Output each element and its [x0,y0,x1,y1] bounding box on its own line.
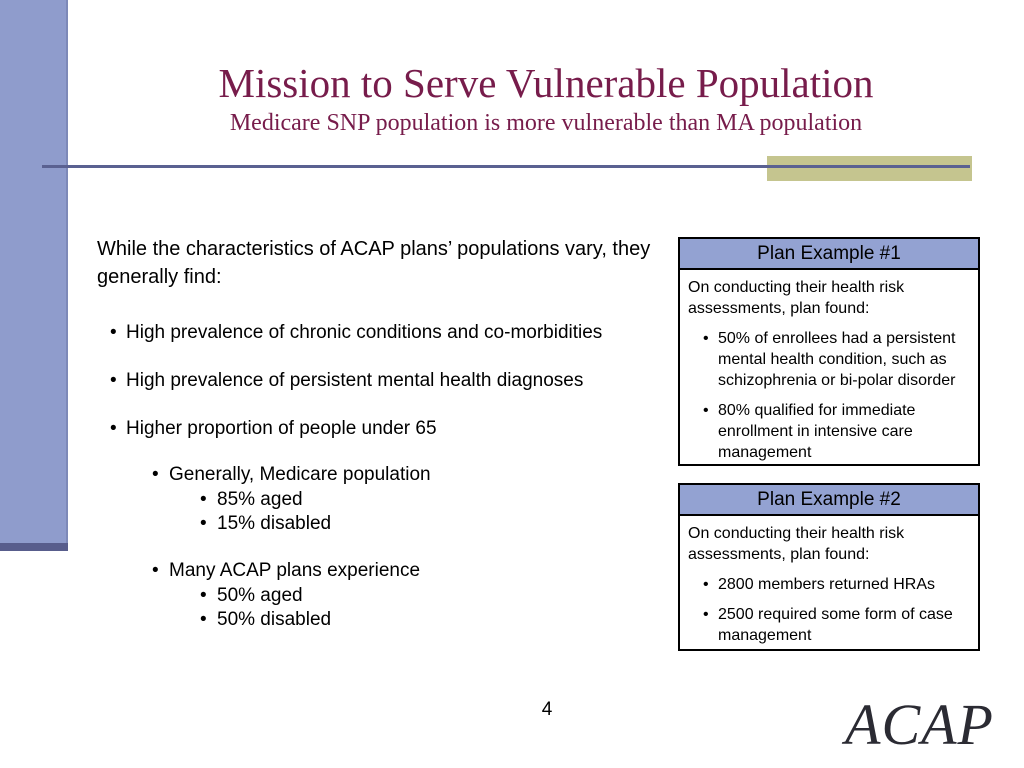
sub-bullet-15-disabled: 15% disabled [200,511,540,536]
sub-bullet-50-aged: 50% aged [200,583,540,608]
acap-logo: ACAP [845,692,994,757]
body-intro-text: While the characteristics of ACAP plans’… [97,238,651,288]
plan-example-1-bullet-2: 80% qualified for immediate enrollment i… [688,400,972,463]
sub-bullet-acap-plans-experience: Many ACAP plans experience [152,558,592,583]
title-accent-block [767,156,972,181]
plan-example-2-header: Plan Example #2 [680,485,978,516]
sub-bullet-50-disabled: 50% disabled [200,607,540,632]
plan-example-1-bullet-1: 50% of enrollees had a persistent mental… [688,328,972,391]
plan-example-1-box: Plan Example #1 On conducting their heal… [678,237,980,466]
plan-example-2-intro: On conducting their health risk assessme… [688,525,905,563]
sub-bullet-85-aged: 85% aged [200,487,540,512]
page-title: Mission to Serve Vulnerable Population [218,60,874,106]
plan-example-2-box: Plan Example #2 On conducting their heal… [678,483,980,651]
sidebar-accent-bar [0,0,68,543]
bullet-mental-health: High prevalence of persistent mental hea… [110,368,650,393]
plan-example-2-bullet-1: 2800 members returned HRAs [688,574,972,595]
bullet-under-65: Higher proportion of people under 65 [110,416,650,441]
page-subtitle: Medicare SNP population is more vulnerab… [229,110,863,136]
plan-example-1-body: On conducting their health risk assessme… [680,270,978,463]
sub-bullet-medicare-population: Generally, Medicare population [152,462,592,487]
sidebar-bottom-cap [0,543,68,551]
plan-example-2-bullet-2: 2500 required some form of case manageme… [688,604,972,646]
plan-example-1-intro: On conducting their health risk assessme… [688,279,905,317]
title-divider-line [42,165,970,168]
plan-example-2-body: On conducting their health risk assessme… [680,516,978,646]
bullet-chronic-conditions: High prevalence of chronic conditions an… [110,320,650,345]
plan-example-1-header: Plan Example #1 [680,239,978,270]
title-block: Mission to Serve Vulnerable Population M… [68,58,1024,138]
page-number: 4 [541,699,553,720]
